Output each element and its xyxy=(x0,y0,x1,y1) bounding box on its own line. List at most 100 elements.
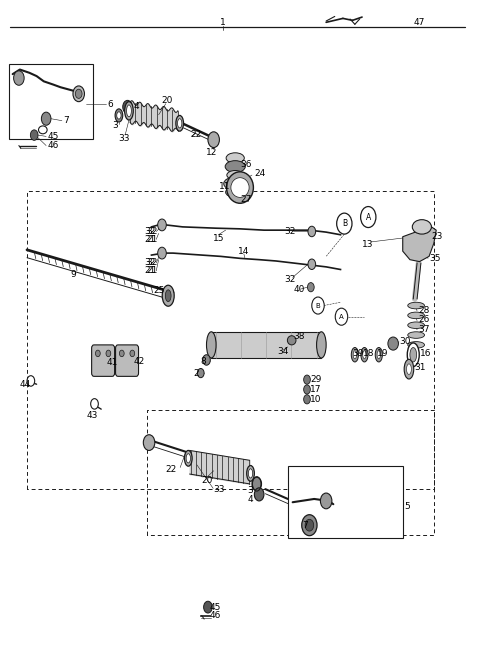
Text: 32: 32 xyxy=(147,227,158,236)
Ellipse shape xyxy=(206,332,216,358)
Circle shape xyxy=(208,132,219,148)
Ellipse shape xyxy=(407,364,411,374)
Circle shape xyxy=(106,350,111,357)
Circle shape xyxy=(335,308,348,325)
Ellipse shape xyxy=(224,177,247,190)
Text: 21: 21 xyxy=(144,266,156,275)
Circle shape xyxy=(123,101,132,114)
Text: 29: 29 xyxy=(311,375,322,384)
Ellipse shape xyxy=(361,348,368,362)
Text: 15: 15 xyxy=(213,233,224,242)
Ellipse shape xyxy=(317,332,326,358)
Text: 21: 21 xyxy=(147,235,158,244)
Circle shape xyxy=(360,206,376,227)
Ellipse shape xyxy=(184,451,192,466)
Text: 5: 5 xyxy=(404,503,410,511)
Circle shape xyxy=(120,350,124,357)
Text: 19: 19 xyxy=(377,349,389,358)
Circle shape xyxy=(302,514,317,535)
Text: 16: 16 xyxy=(420,349,431,358)
Text: 36: 36 xyxy=(240,160,252,169)
Text: 21: 21 xyxy=(144,235,156,244)
Text: 32: 32 xyxy=(144,258,156,267)
Text: 3: 3 xyxy=(247,486,253,495)
Circle shape xyxy=(27,376,35,386)
Ellipse shape xyxy=(408,302,424,309)
Text: 31: 31 xyxy=(415,363,426,373)
Circle shape xyxy=(305,519,314,531)
Text: 24: 24 xyxy=(254,170,265,178)
Circle shape xyxy=(336,213,352,234)
Text: 46: 46 xyxy=(210,611,221,620)
Circle shape xyxy=(254,487,264,501)
Text: A: A xyxy=(366,213,371,221)
Ellipse shape xyxy=(231,177,249,197)
Text: 45: 45 xyxy=(210,602,221,612)
Ellipse shape xyxy=(127,105,132,117)
Circle shape xyxy=(312,297,324,314)
Circle shape xyxy=(144,435,155,451)
Text: 39: 39 xyxy=(352,349,364,358)
Text: 47: 47 xyxy=(413,18,425,27)
Ellipse shape xyxy=(404,359,414,379)
Ellipse shape xyxy=(38,126,47,134)
Ellipse shape xyxy=(176,116,183,131)
Text: 4: 4 xyxy=(247,495,253,504)
Text: 2: 2 xyxy=(194,369,199,378)
Text: 45: 45 xyxy=(47,132,59,141)
Circle shape xyxy=(41,112,51,125)
Circle shape xyxy=(197,369,204,378)
Ellipse shape xyxy=(353,351,357,359)
Ellipse shape xyxy=(408,332,424,338)
Text: 32: 32 xyxy=(144,227,156,236)
Ellipse shape xyxy=(351,348,359,362)
Circle shape xyxy=(321,493,332,509)
Circle shape xyxy=(157,247,166,259)
Text: 37: 37 xyxy=(418,325,430,334)
Circle shape xyxy=(75,89,82,99)
Ellipse shape xyxy=(408,342,424,348)
Bar xyxy=(9,64,93,139)
Ellipse shape xyxy=(117,112,121,119)
Text: A: A xyxy=(339,313,344,320)
Bar xyxy=(288,466,403,538)
Ellipse shape xyxy=(388,337,398,350)
Ellipse shape xyxy=(165,290,171,302)
Ellipse shape xyxy=(407,343,419,367)
Circle shape xyxy=(308,259,316,269)
Polygon shape xyxy=(403,227,436,261)
Text: 26: 26 xyxy=(418,315,430,325)
Text: 25: 25 xyxy=(154,286,165,295)
Text: 42: 42 xyxy=(134,357,145,366)
FancyBboxPatch shape xyxy=(116,345,139,376)
Ellipse shape xyxy=(408,322,424,328)
Text: 30: 30 xyxy=(399,337,410,346)
Ellipse shape xyxy=(226,187,245,197)
Text: 7: 7 xyxy=(63,116,69,125)
Ellipse shape xyxy=(225,161,245,173)
Text: B: B xyxy=(316,303,320,309)
Text: 41: 41 xyxy=(107,358,119,367)
Text: 43: 43 xyxy=(87,411,98,420)
Text: 18: 18 xyxy=(362,349,374,358)
Circle shape xyxy=(204,601,212,613)
Text: 9: 9 xyxy=(70,270,76,279)
Ellipse shape xyxy=(412,219,432,234)
Text: 28: 28 xyxy=(418,306,430,315)
Circle shape xyxy=(157,219,166,231)
Ellipse shape xyxy=(410,348,417,362)
Text: 40: 40 xyxy=(294,284,305,294)
Circle shape xyxy=(308,226,316,237)
Text: 10: 10 xyxy=(311,395,322,404)
Text: 17: 17 xyxy=(311,385,322,394)
Ellipse shape xyxy=(178,119,182,128)
Text: 33: 33 xyxy=(214,486,225,494)
Text: 23: 23 xyxy=(432,232,443,241)
Ellipse shape xyxy=(363,351,366,359)
Circle shape xyxy=(304,375,311,384)
Text: 7: 7 xyxy=(302,521,308,530)
Text: 11: 11 xyxy=(219,182,230,191)
Text: 21: 21 xyxy=(147,266,158,275)
Text: 32: 32 xyxy=(147,258,158,267)
Text: 13: 13 xyxy=(362,240,373,249)
